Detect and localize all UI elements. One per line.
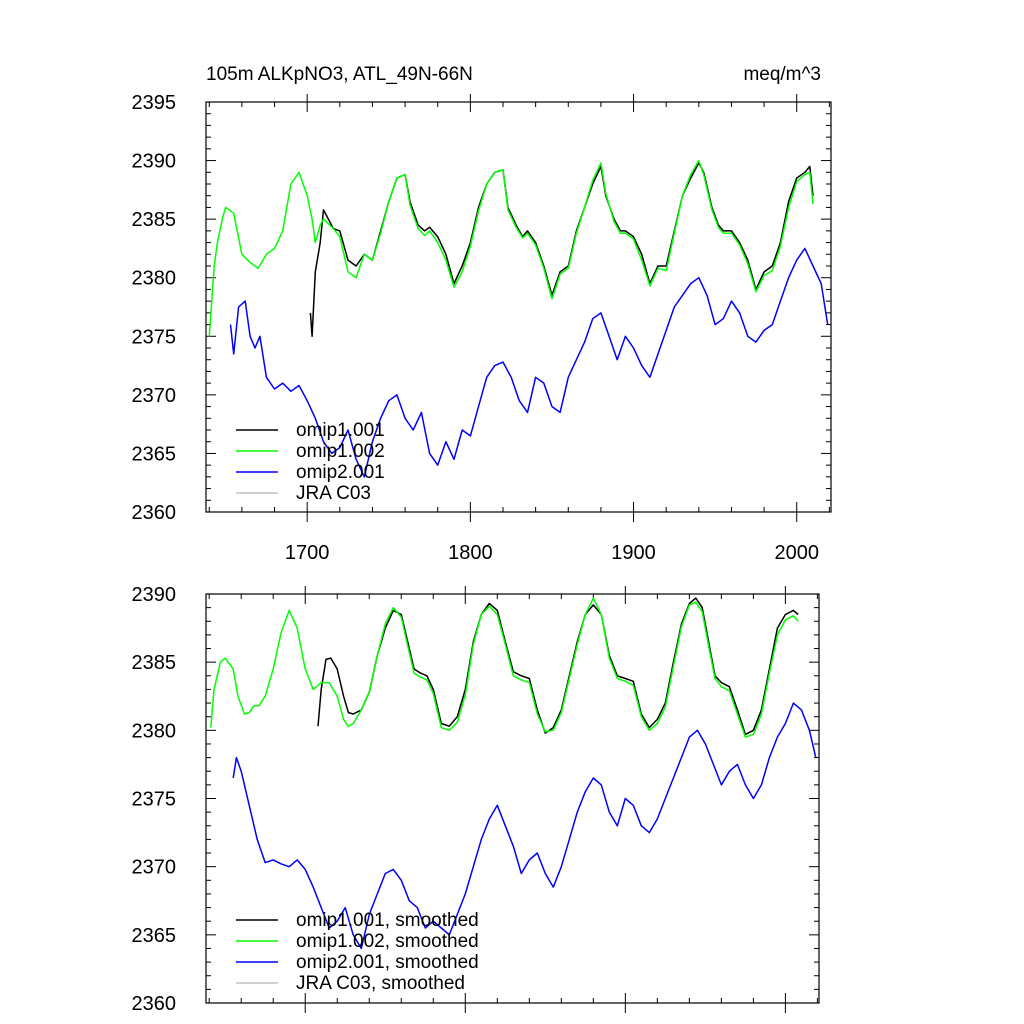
legend-label: omip1.001	[296, 420, 385, 441]
y-tick-label: 2360	[132, 993, 177, 1015]
series-line-omip1-001-smoothed	[317, 597, 799, 736]
legend-label: JRA C03, smoothed	[296, 973, 465, 994]
y-tick-label: 2360	[132, 502, 177, 524]
legend-label: omip1.002	[296, 441, 385, 462]
y-tick-label: 2385	[132, 209, 177, 231]
plot-frame	[205, 101, 832, 513]
series-line-omip1-002	[208, 159, 814, 337]
chart-units: meq/m^3	[743, 64, 821, 85]
y-tick-label: 2365	[132, 443, 177, 465]
y-tick-label: 2375	[132, 326, 177, 348]
y-tick-label: 2390	[132, 584, 177, 606]
series-line-omip1-002-smoothed	[210, 597, 799, 738]
legend-label: omip2.001	[296, 462, 385, 483]
x-tick-label: 1800	[448, 542, 493, 564]
legend-label: omip1.001, smoothed	[296, 910, 479, 931]
y-tick-label: 2370	[132, 857, 177, 879]
bottom-plot: 2360 2365 2370 2375 2380 2385 2390 omip1.001, s…	[132, 584, 820, 1015]
y-tick-label: 2380	[132, 720, 177, 742]
y-tick-label: 2390	[132, 151, 177, 173]
x-tick-label: 1700	[285, 542, 330, 564]
x-tick-label: 1900	[611, 542, 656, 564]
y-tick-label: 2365	[132, 925, 177, 947]
legend-label: omip2.001, smoothed	[296, 952, 479, 973]
y-tick-label: 2375	[132, 789, 177, 811]
series-line-omip2-001-smoothed	[232, 702, 817, 950]
top-plot: 2360 2365 2370 2375 2380 2385 2390 2395 1700 1800…	[132, 64, 832, 564]
legend-label: JRA C03	[296, 483, 371, 504]
x-tick-label: 2000	[774, 542, 819, 564]
legend-label: omip1.002, smoothed	[296, 931, 479, 952]
y-tick-label: 2380	[132, 268, 177, 290]
series-line-omip2-001	[229, 247, 829, 478]
y-tick-label: 2370	[132, 385, 177, 407]
y-tick-label: 2385	[132, 652, 177, 674]
chart-title: 105m ALKpNO3, ATL_49N-66N	[206, 64, 473, 85]
y-tick-label: 2395	[132, 92, 177, 114]
